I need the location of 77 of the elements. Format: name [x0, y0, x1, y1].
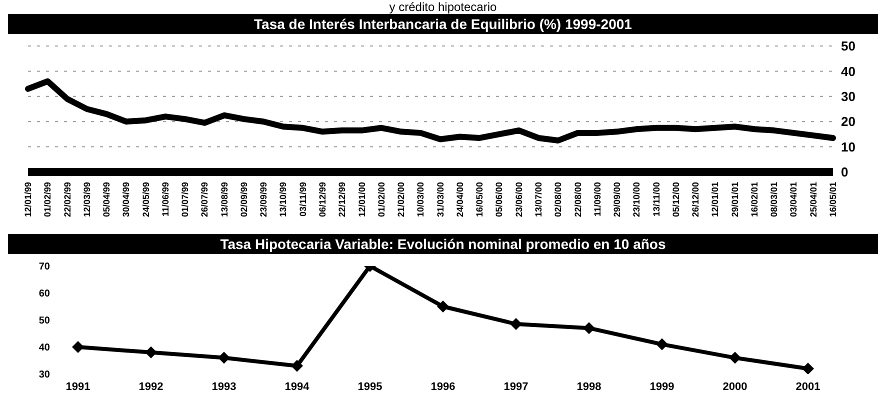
x-tick-label: 13/10/99	[278, 182, 288, 218]
x-tick-label: 05/04/99	[102, 182, 112, 218]
x-tick-label: 11/06/99	[160, 182, 170, 217]
x-tick-label: 01/07/99	[180, 182, 190, 218]
x-tick-label: 06/12/99	[318, 182, 328, 218]
point	[583, 322, 595, 334]
x-tick-label: 25/04/01	[808, 182, 818, 218]
x-tick-label: 01/02/00	[376, 182, 386, 218]
x-tick-label: 1997	[504, 380, 528, 393]
x-tick-label: 1995	[358, 380, 382, 393]
point	[802, 362, 814, 374]
x-tick-label: 13/11/00	[651, 182, 662, 217]
x-tick-label: 1998	[576, 380, 602, 393]
x-tick-label: 29/09/00	[612, 182, 622, 218]
x-tick-label: 2001	[796, 380, 820, 393]
x-tick-label: 22/08/00	[572, 182, 583, 218]
x-tick-label: 02/08/00	[553, 182, 564, 218]
x-tick-label: 26/12/00	[690, 182, 701, 218]
y-tick-label: 20	[841, 114, 856, 130]
x-tick-label: 23/09/99	[258, 182, 269, 218]
y-tick-label: 70	[38, 262, 50, 273]
y-tick-label: 60	[38, 288, 50, 300]
point	[510, 318, 522, 330]
text: y crédito hipotecario	[388, 0, 498, 14]
x-tick-label: 03/04/01	[788, 182, 799, 218]
x-tick-label: 1999	[650, 380, 674, 393]
x-tick-label: 05/12/00	[670, 182, 681, 218]
x-tick-label: 13/07/00	[533, 182, 544, 218]
x-tick-label: 03/11/99	[298, 182, 308, 217]
x-tick-label: 22/12/99	[337, 182, 348, 218]
x-tick-label: 1996	[430, 380, 456, 393]
point	[437, 300, 449, 312]
x-tick-label: 02/09/99	[238, 182, 249, 218]
y-tick-label: 30	[38, 370, 50, 381]
point	[656, 338, 668, 350]
x-tick-label: 13/08/99	[219, 182, 230, 218]
chart-title: Tasa de Interés Interbancaria de Equilibrio (%) 1999-2001	[8, 14, 878, 34]
y-tick-label: 50	[841, 38, 856, 54]
x-tick-label: 1994	[284, 380, 310, 393]
x-tick-label: 12/01/00	[356, 182, 367, 218]
y-tick-label: 40	[38, 342, 50, 354]
x-tick-label: 16/05/01	[828, 182, 838, 218]
x-tick-label: 2000	[722, 380, 748, 393]
x-tick-label: 23/10/00	[632, 182, 642, 218]
chart-title: Tasa Hipotecaria Variable: Evolución nominal promedio en 10 años	[8, 234, 878, 254]
x-tick-label: 16/02/01	[749, 182, 760, 218]
y-tick-label: 10	[841, 139, 856, 154]
x-tick-label: 1992	[138, 380, 164, 393]
x-tick-label: 08/03/01	[769, 182, 780, 218]
point	[145, 346, 157, 358]
x-tick-label: 24/05/99	[140, 182, 151, 218]
y-tick-label: 0	[841, 164, 848, 180]
x-tick-label: 05/06/00	[494, 182, 504, 218]
point	[72, 341, 84, 353]
y-tick-label: 50	[38, 316, 50, 327]
y-tick-label: 40	[841, 64, 856, 79]
x-tick-label: 12/01/01	[710, 182, 720, 218]
point	[218, 352, 230, 364]
x-tick-label: 11/09/00	[592, 182, 602, 217]
x-tick-label: 12/03/99	[82, 182, 92, 218]
x-tick-label: 10/03/00	[416, 182, 426, 218]
x-tick-label: 31/03/00	[435, 182, 446, 218]
x-tick-label: 21/02/00	[396, 182, 406, 218]
y-tick-label: 30	[841, 89, 856, 104]
x-tick-label: 30/04/99	[121, 182, 132, 218]
point	[291, 360, 303, 372]
x-tick-label: 12/01/99	[23, 182, 33, 218]
x-tick-label: 16/05/00	[474, 182, 485, 218]
x-tick-label: 1993	[212, 380, 236, 393]
x-tick-label: 22/02/99	[62, 182, 72, 218]
x-tick-label: 23/06/00	[514, 182, 524, 218]
x-tick-label: 01/02/99	[42, 182, 53, 218]
x-tick-label: 29/01/01	[730, 182, 740, 218]
point	[729, 352, 741, 364]
x-tick-label: 1991	[66, 380, 90, 393]
x-tick-label: 24/04/00	[454, 182, 465, 218]
x-tick-label: 26/07/99	[200, 182, 210, 218]
